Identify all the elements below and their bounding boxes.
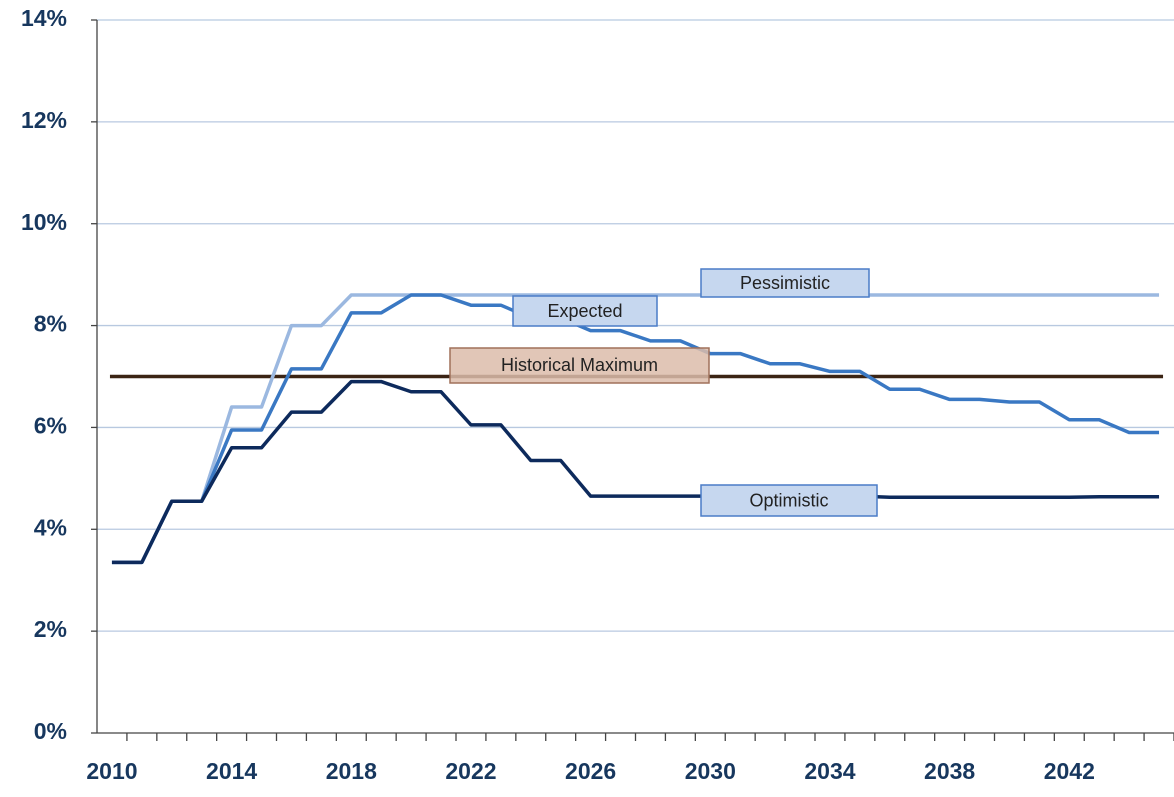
series-line (111, 293, 1160, 565)
x-tick-label: 2018 (326, 758, 377, 784)
y-tick-label: 14% (21, 5, 67, 31)
series-label-box (700, 268, 870, 298)
y-tick-label: 6% (34, 413, 67, 439)
series-label: Expected (547, 301, 622, 321)
reference-label: Historical Maximum (501, 355, 658, 375)
y-tick-label: 10% (21, 209, 67, 235)
y-tick-label: 12% (21, 107, 67, 133)
reference-label-box (449, 347, 710, 384)
x-tick-label: 2010 (86, 758, 137, 784)
x-tick-label: 2022 (445, 758, 496, 784)
x-tick-label: 2030 (685, 758, 736, 784)
y-tick-label: 2% (34, 616, 67, 642)
series-label: Optimistic (749, 490, 828, 510)
x-tick-label: 2026 (565, 758, 616, 784)
series-label: Pessimistic (740, 273, 830, 293)
x-tick-label: 2034 (804, 758, 855, 784)
x-tick-label: 2042 (1044, 758, 1095, 784)
x-tick-label: 2038 (924, 758, 975, 784)
series-line (111, 379, 1160, 565)
y-tick-label: 4% (34, 514, 67, 540)
series-label-box (512, 295, 658, 327)
x-tick-label: 2014 (206, 758, 257, 784)
y-tick-label: 0% (34, 718, 67, 744)
y-tick-label: 8% (34, 311, 67, 337)
series-label-box (700, 484, 878, 517)
series-line (111, 293, 1160, 565)
